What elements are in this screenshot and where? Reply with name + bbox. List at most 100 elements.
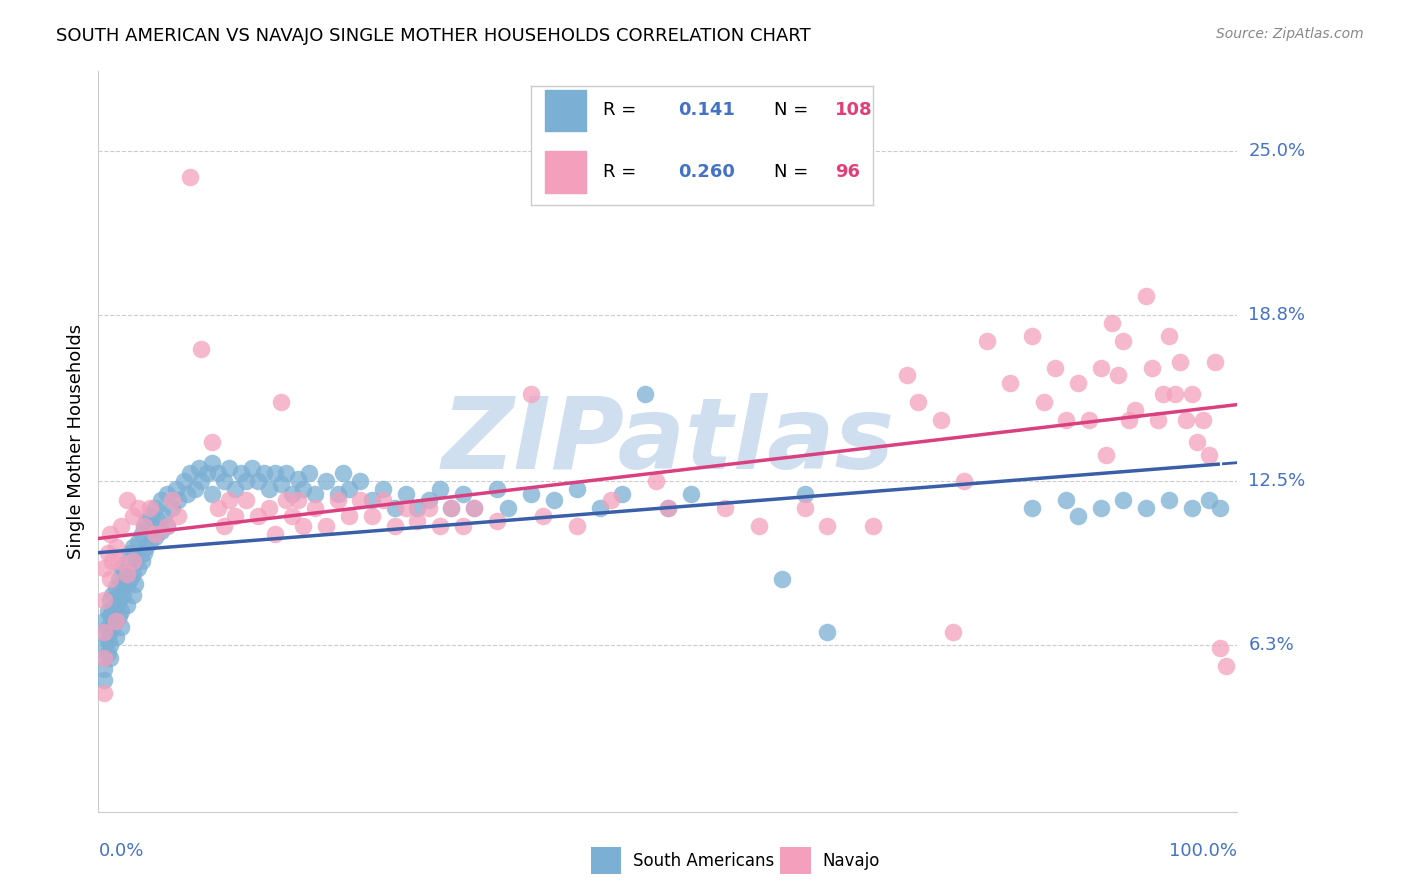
Point <box>1209 500 1232 515</box>
Point <box>298 467 321 481</box>
Point <box>264 527 287 541</box>
Point <box>162 500 184 515</box>
Point <box>93 662 115 676</box>
Point <box>145 530 167 544</box>
Point <box>201 456 224 470</box>
Point <box>167 492 190 507</box>
Point <box>246 474 269 488</box>
Point <box>98 572 121 586</box>
Point <box>93 651 115 665</box>
Point <box>235 474 257 488</box>
Point <box>115 492 138 507</box>
Point <box>112 588 135 602</box>
Point <box>634 387 657 401</box>
Point <box>332 467 354 481</box>
Point <box>907 395 929 409</box>
Point <box>195 467 218 481</box>
Point <box>1067 376 1090 391</box>
Point <box>93 651 115 665</box>
Point <box>98 609 121 624</box>
Y-axis label: Single Mother Households: Single Mother Households <box>66 324 84 559</box>
Point <box>679 487 702 501</box>
Point <box>138 535 160 549</box>
Point <box>110 604 132 618</box>
Point <box>101 588 124 602</box>
Point <box>1163 387 1185 401</box>
Point <box>96 604 118 618</box>
Point <box>1112 492 1135 507</box>
Point <box>98 593 121 607</box>
Point <box>156 487 179 501</box>
Point <box>276 492 298 507</box>
Point <box>201 434 224 449</box>
Point <box>929 413 952 427</box>
Point <box>138 500 160 515</box>
Text: Source: ZipAtlas.com: Source: ZipAtlas.com <box>1216 27 1364 41</box>
Text: 6.3%: 6.3% <box>1249 636 1294 654</box>
Point <box>1054 413 1078 427</box>
Point <box>793 487 815 501</box>
Point <box>121 588 143 602</box>
Point <box>1032 395 1054 409</box>
Point <box>108 572 131 586</box>
Point <box>127 561 149 575</box>
Point <box>1021 500 1043 515</box>
Point <box>793 500 815 515</box>
Point <box>1198 448 1220 462</box>
Point <box>124 553 146 567</box>
Point <box>104 615 127 629</box>
Point <box>120 546 142 560</box>
Point <box>207 467 229 481</box>
Point <box>264 467 287 481</box>
Text: SOUTH AMERICAN VS NAVAJO SINGLE MOTHER HOUSEHOLDS CORRELATION CHART: SOUTH AMERICAN VS NAVAJO SINGLE MOTHER H… <box>56 27 811 45</box>
Point <box>315 474 337 488</box>
Point <box>115 566 138 581</box>
Point <box>360 492 382 507</box>
Point <box>173 474 195 488</box>
Point <box>1078 413 1101 427</box>
Point <box>187 461 209 475</box>
Point <box>281 487 304 501</box>
Point <box>167 508 190 523</box>
Point <box>132 546 155 560</box>
Point <box>1204 355 1226 369</box>
Point <box>281 508 304 523</box>
Point <box>1209 640 1232 655</box>
Point <box>1181 500 1204 515</box>
Point <box>1135 500 1157 515</box>
Point <box>98 651 121 665</box>
Point <box>115 599 138 613</box>
Point <box>135 541 157 555</box>
Point <box>96 546 118 560</box>
Point <box>229 467 252 481</box>
Point <box>115 577 138 591</box>
Point <box>406 514 429 528</box>
Point <box>645 474 668 488</box>
Point <box>110 619 132 633</box>
Point <box>270 395 292 409</box>
Point <box>395 487 418 501</box>
Point <box>246 508 269 523</box>
Point <box>349 492 371 507</box>
Point <box>224 508 246 523</box>
Point <box>259 482 281 496</box>
Text: 12.5%: 12.5% <box>1249 472 1306 491</box>
Point <box>145 500 167 515</box>
Point <box>304 500 326 515</box>
Point <box>451 487 474 501</box>
Point <box>93 638 115 652</box>
Point <box>96 619 118 633</box>
Point <box>498 500 520 515</box>
Point <box>98 638 121 652</box>
Point <box>543 492 565 507</box>
Point <box>176 487 198 501</box>
Point <box>315 519 337 533</box>
Point <box>1090 360 1112 375</box>
Point <box>93 561 115 575</box>
Text: 100.0%: 100.0% <box>1170 842 1237 860</box>
Point <box>93 673 115 687</box>
Text: 0.0%: 0.0% <box>98 842 143 860</box>
Point <box>127 500 149 515</box>
Point <box>1067 508 1090 523</box>
Point <box>110 519 132 533</box>
